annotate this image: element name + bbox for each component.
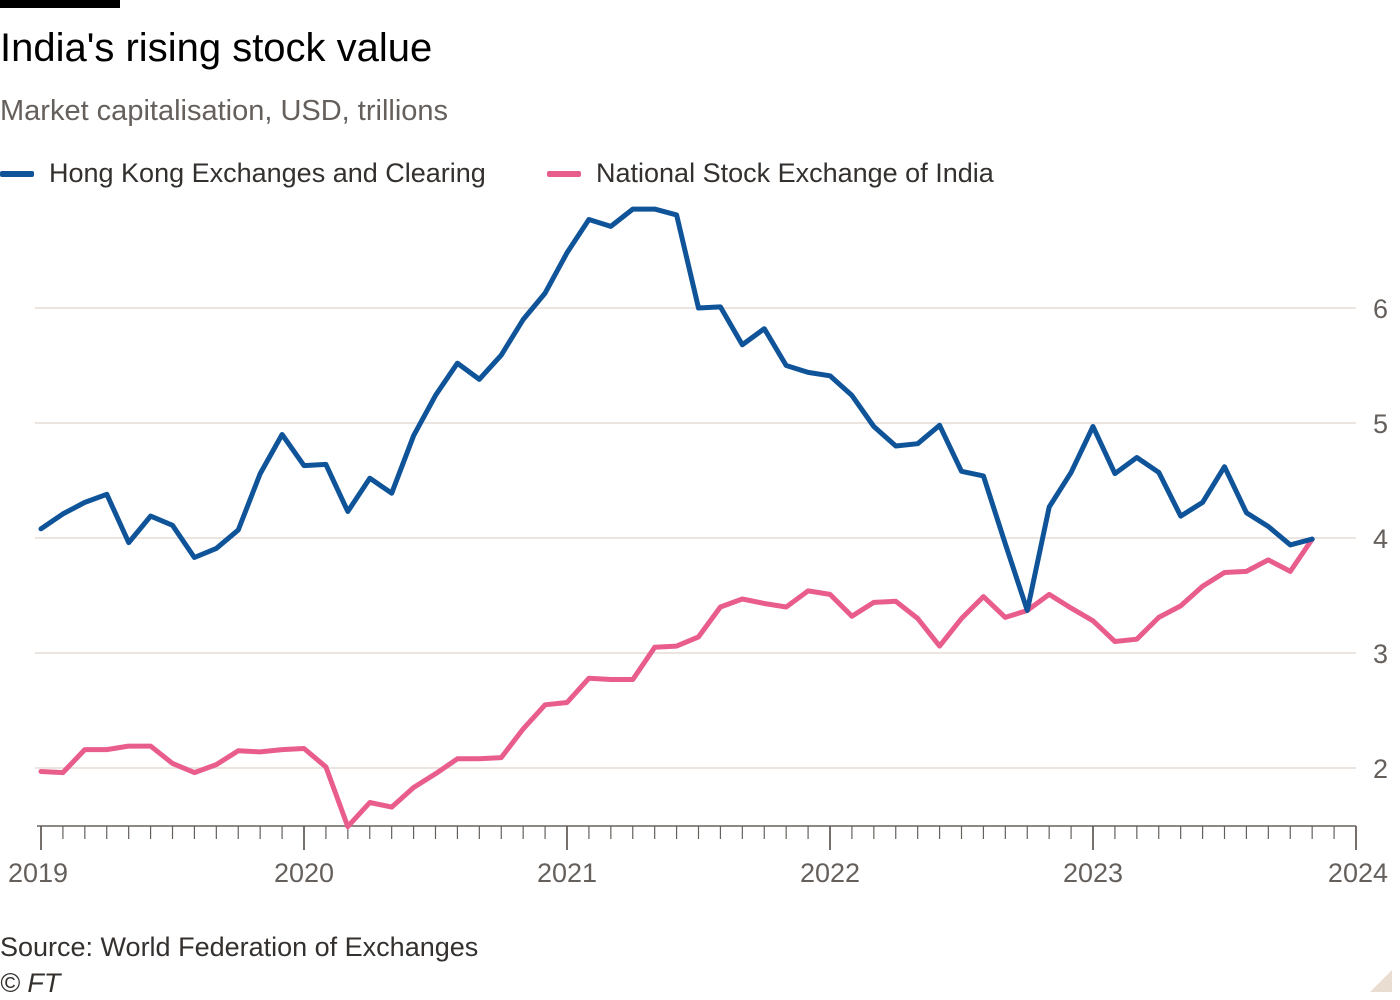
x-tick-label: 2021 bbox=[537, 858, 597, 888]
legend-item-hong-kong: Hong Kong Exchanges and Clearing bbox=[0, 158, 486, 189]
legend-swatch-india bbox=[547, 170, 581, 177]
corner-fold-icon bbox=[1370, 970, 1392, 992]
legend-item-india: National Stock Exchange of India bbox=[547, 158, 994, 189]
x-tick-label: 2024 bbox=[1328, 858, 1388, 888]
chart-legend: Hong Kong Exchanges and Clearing Nationa… bbox=[0, 158, 1200, 198]
y-tick-label: 2 bbox=[1373, 754, 1388, 784]
chart-title: India's rising stock value bbox=[0, 26, 433, 70]
x-axis: 2019 2020 2021 2022 2023 2024 bbox=[8, 825, 1388, 888]
ft-brand-bar bbox=[0, 0, 120, 8]
ft-copyright: © FT bbox=[0, 968, 61, 998]
line-chart: 2 3 4 5 6 2019 2020 2021 2022 2023 2024 bbox=[8, 206, 1388, 888]
series-lines bbox=[38, 206, 1315, 830]
legend-label-india: National Stock Exchange of India bbox=[596, 158, 994, 188]
y-tick-label: 3 bbox=[1373, 639, 1388, 669]
x-tick-label: 2022 bbox=[800, 858, 860, 888]
x-tick-label: 2023 bbox=[1063, 858, 1123, 888]
y-tick-label: 5 bbox=[1373, 409, 1388, 439]
chart-subtitle: Market capitalisation, USD, trillions bbox=[0, 95, 449, 127]
x-tick-label: 2019 bbox=[8, 858, 68, 888]
y-tick-label: 6 bbox=[1373, 294, 1388, 324]
source-note: Source: World Federation of Exchanges bbox=[0, 932, 479, 962]
y-axis-tick-labels: 2 3 4 5 6 bbox=[1373, 294, 1388, 784]
y-tick-label: 4 bbox=[1373, 524, 1388, 554]
x-tick-label: 2020 bbox=[274, 858, 334, 888]
legend-label-hong-kong: Hong Kong Exchanges and Clearing bbox=[49, 158, 486, 188]
series-line-india bbox=[38, 536, 1315, 830]
series-line-hong-kong bbox=[38, 206, 1315, 613]
grid-lines bbox=[35, 307, 1356, 769]
legend-swatch-hong-kong bbox=[0, 170, 34, 177]
